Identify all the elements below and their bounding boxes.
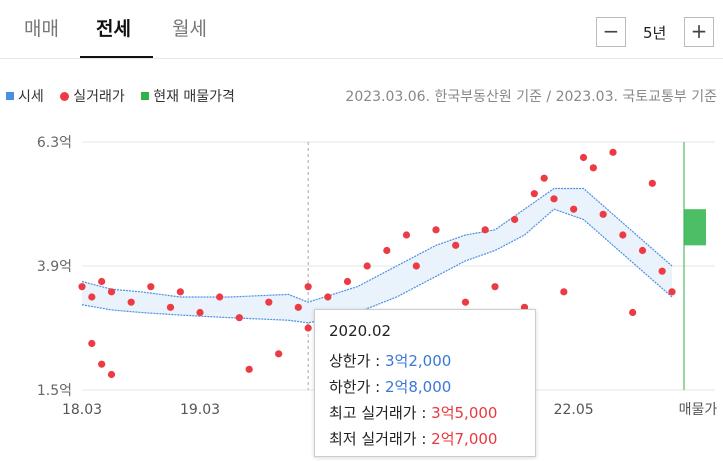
actual-trade-point [481,226,489,234]
tab-jeonse[interactable]: 전세 [96,18,131,40]
market-upper-line [81,187,673,303]
x-tick-label: 매물가 [679,402,718,418]
actual-trade-point [619,231,627,239]
tooltip-upper-value: 3억2,000 [385,352,452,370]
actual-trade-legend-icon [60,91,70,101]
actual-trade-point [570,205,578,213]
actual-trade-point [294,303,302,311]
active-tab-indicator [80,56,153,59]
tooltip-high-label: 최고 실거래가 : [329,404,432,422]
actual-trade-point [589,164,597,172]
actual-trade-point [147,283,155,291]
actual-trade-point [511,215,519,224]
actual-trade-point [196,308,204,317]
actual-trade-point [452,241,460,249]
chart-tooltip: 2020.02 상한가 : 3억2,000 하한가 : 2억8,000 최고 실… [314,309,536,457]
actual-trade-point [304,283,312,291]
market-lower-line [81,208,673,324]
actual-trade-point [363,262,371,270]
actual-trade-point [88,339,96,348]
period-increase-button[interactable]: + [684,17,714,47]
tooltip-lower-row: 하한가 : 2억8,000 [329,376,451,397]
actual-trade-point [609,148,617,156]
period-decrease-button[interactable]: − [596,17,626,47]
y-tick-label: 6.3억 [37,135,72,151]
tooltip-lower-label: 하한가 : [329,378,385,396]
period-value: 5년 [643,24,667,42]
tooltip-upper-label: 상한가 : [329,352,385,370]
actual-trade-point [245,365,253,373]
tooltip-lower-value: 2억8,000 [385,378,452,396]
actual-trade-point [216,293,224,301]
tab-monthly-rent[interactable]: 월세 [172,18,207,40]
actual-trade-point [648,179,656,187]
actual-trade-point [629,308,637,317]
tab-sale[interactable]: 매매 [24,18,59,40]
actual-trade-point [127,298,135,306]
tooltip-high-value: 3억5,000 [431,404,498,422]
actual-trade-point [530,190,538,198]
price-chart[interactable]: 6.3억 3.9억 1.5억 18.03 19.03 22.05 매물가 [0,120,723,420]
actual-trade-point [560,288,568,296]
x-tick-label: 19.03 [180,402,220,418]
tooltip-upper-row: 상한가 : 3억2,000 [329,350,451,371]
deal-type-tabs: 매매 전세 월세 [0,0,723,60]
actual-trade-point [668,288,676,296]
tooltip-date: 2020.02 [329,322,392,340]
y-tick-label: 3.9억 [37,259,72,275]
actual-trade-point [107,288,116,296]
tab-divider [0,58,723,59]
actual-trade-point [166,303,175,311]
actual-trade-point [304,324,312,332]
actual-trade-point [638,246,647,255]
market-price-band [82,188,672,323]
actual-trade-point [432,226,440,234]
actual-trade-point [176,288,184,296]
tooltip-low-value: 2억7,000 [431,430,498,448]
actual-trade-point [88,293,96,301]
actual-trade-point [265,298,273,306]
legend-actual-trade: 실거래가 [73,89,125,105]
y-tick-label: 1.5억 [37,383,72,399]
actual-trade-point [579,153,588,162]
actual-trade-point [491,283,499,291]
actual-trade-point [235,314,243,322]
actual-trade-point [383,246,391,255]
listing-legend-icon [141,92,150,100]
actual-trade-point [540,174,548,182]
legend-market-price: 시세 [18,89,44,105]
x-tick-label: 22.05 [554,402,594,418]
actual-trade-point [78,283,86,291]
actual-trade-point [412,262,420,270]
x-tick-label: 18.03 [62,402,102,418]
actual-trade-point [402,231,411,239]
actual-trade-point [461,298,470,306]
chart-legend: 시세 실거래가 현재 매물가격 [6,86,235,106]
actual-trade-point [550,195,558,203]
listing-price-box [684,209,706,246]
actual-trade-point [324,293,332,301]
actual-trade-point [98,360,106,368]
period-control: − 5년 + [596,17,718,47]
actual-trade-point [98,277,106,286]
legend-current-listing: 현재 매물가격 [153,89,235,105]
tooltip-low-label: 최저 실거래가 : [329,430,432,448]
actual-trade-point [343,277,352,286]
data-source-note: 2023.03.06. 한국부동산원 기준 / 2023.03. 국토교통부 기… [345,89,717,105]
tooltip-low-row: 최저 실거래가 : 2억7,000 [329,428,497,449]
market-price-legend-icon [6,92,14,100]
actual-trade-point [275,350,283,358]
actual-trade-point [599,210,607,218]
actual-trade-point [658,267,666,275]
actual-trade-point [107,370,116,379]
tooltip-high-row: 최고 실거래가 : 3억5,000 [329,402,497,423]
